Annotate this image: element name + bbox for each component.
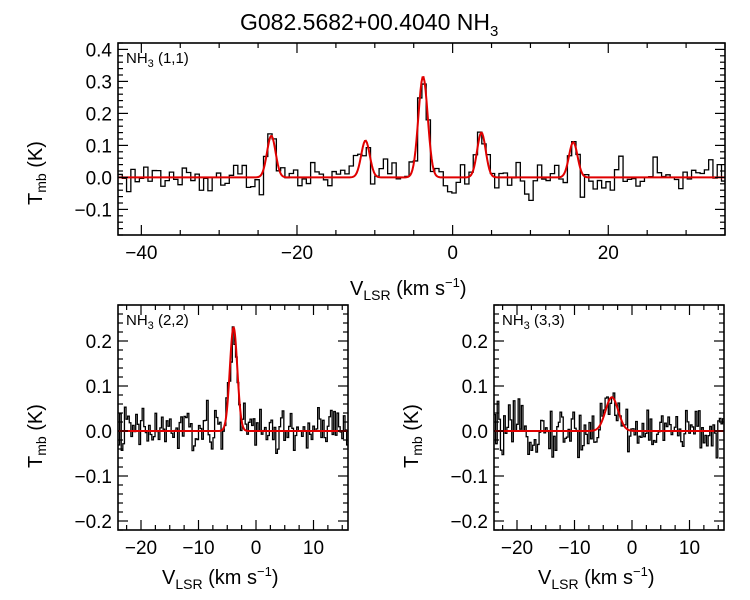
x-tick-label: 10 bbox=[679, 538, 700, 559]
transition-label: NH3 (3,3) bbox=[502, 312, 565, 332]
x-tick-label: 10 bbox=[303, 538, 324, 559]
y-tick-label: 0.0 bbox=[86, 168, 112, 189]
y-axis-label-top: Tmb (K) bbox=[25, 141, 49, 205]
plot-frame bbox=[493, 304, 725, 531]
y-tick-label: −0.1 bbox=[74, 467, 112, 488]
x-tick-label: −10 bbox=[182, 538, 214, 559]
gaussian-fit-line bbox=[118, 326, 348, 432]
observed-spectrum bbox=[118, 326, 348, 454]
y-axis-label-bottom-right: Tmb (K) bbox=[401, 404, 425, 468]
transition-label: NH3 (1,1) bbox=[126, 50, 189, 70]
transition-label: NH3 (2,2) bbox=[126, 312, 189, 332]
x-tick-label: −40 bbox=[125, 243, 157, 264]
x-tick-label: −20 bbox=[501, 538, 533, 559]
plot-frame bbox=[117, 42, 726, 236]
observed-spectrum bbox=[494, 392, 724, 459]
figure-title: G082.5682+00.4040 NH3 bbox=[240, 9, 498, 40]
gaussian-fit-line bbox=[118, 75, 725, 179]
x-axis-label-top: VLSR (km s−1) bbox=[350, 275, 467, 303]
panel-nh3-1-1: −40 −20 0 20 −0.1 0.0 0.1 0.2 0.3 0.4 NH3 (1,1) bbox=[74, 40, 726, 264]
observed-spectrum bbox=[118, 83, 725, 201]
x-tick-label: −20 bbox=[125, 538, 157, 559]
y-tick-label: 0.2 bbox=[86, 104, 112, 125]
plot-frame bbox=[117, 304, 349, 531]
y-tick-label: 0.1 bbox=[86, 377, 112, 398]
y-tick-label: 0.4 bbox=[86, 40, 113, 61]
gaussian-fit-line bbox=[494, 396, 724, 432]
x-tick-label: −10 bbox=[558, 538, 590, 559]
y-tick-label: 0.3 bbox=[86, 72, 112, 93]
y-tick-label: 0.2 bbox=[86, 332, 112, 353]
y-tick-label: −0.2 bbox=[450, 512, 488, 533]
y-tick-label: 0.1 bbox=[462, 377, 488, 398]
x-axis-label-bottom-right: VLSR (km s−1) bbox=[538, 564, 655, 592]
x-tick-label: 0 bbox=[447, 243, 458, 264]
panel-nh3-2-2: −20 −10 0 10 −0.2 −0.1 0.0 0.1 0.2 NH3 (2,2) bbox=[74, 304, 349, 559]
y-tick-label: −0.1 bbox=[450, 467, 488, 488]
y-tick-label: 0.0 bbox=[462, 422, 488, 443]
x-axis-label-bottom-left: VLSR (km s−1) bbox=[162, 564, 279, 592]
panel-nh3-3-3: −20 −10 0 10 −0.2 −0.1 0.0 0.1 0.2 NH3 (3,3) bbox=[450, 304, 725, 559]
x-tick-label: 0 bbox=[627, 538, 638, 559]
x-tick-label: 20 bbox=[598, 243, 619, 264]
x-tick-label: 0 bbox=[251, 538, 262, 559]
y-tick-label: 0.2 bbox=[462, 332, 488, 353]
y-tick-label: −0.1 bbox=[74, 200, 112, 221]
y-axis-label-bottom-left: Tmb (K) bbox=[25, 404, 49, 468]
x-tick-label: −20 bbox=[281, 243, 313, 264]
y-tick-label: 0.0 bbox=[86, 422, 112, 443]
y-tick-label: −0.2 bbox=[74, 512, 112, 533]
y-tick-label: 0.1 bbox=[86, 136, 112, 157]
